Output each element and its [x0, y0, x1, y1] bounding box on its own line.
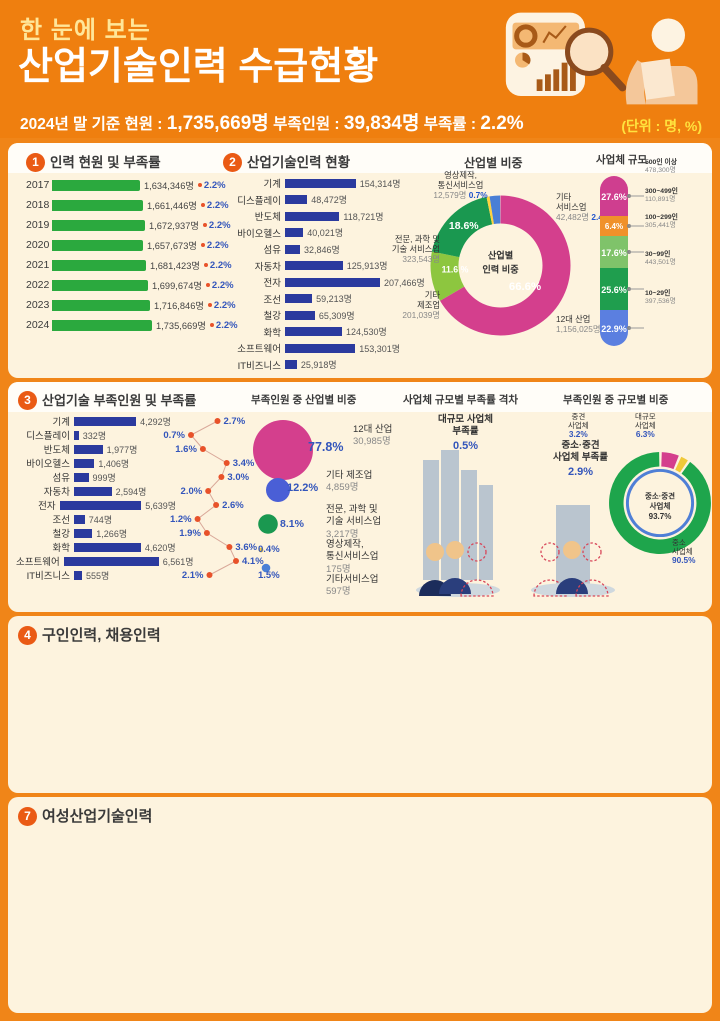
svg-text:2.6%: 2.6% — [222, 500, 244, 511]
svg-text:66.6%: 66.6% — [509, 281, 541, 293]
svg-text:1.6%: 1.6% — [175, 444, 197, 455]
svg-text:6.4%: 6.4% — [605, 222, 623, 231]
svg-text:0.7%: 0.7% — [163, 430, 185, 441]
svg-text:18.6%: 18.6% — [449, 220, 479, 232]
svg-text:2.7%: 2.7% — [224, 416, 246, 427]
svg-text:1.2%: 1.2% — [170, 514, 192, 525]
svg-text:2.0%: 2.0% — [181, 486, 203, 497]
svg-text:중소·중견: 중소·중견 — [645, 491, 675, 501]
svg-text:93.7%: 93.7% — [649, 512, 672, 521]
svg-text:11.6 %: 11.6 % — [442, 265, 469, 275]
svg-text:17.6%: 17.6% — [601, 248, 627, 258]
svg-text:27.6%: 27.6% — [601, 192, 627, 202]
svg-text:사업체: 사업체 — [650, 500, 671, 510]
svg-text:인력 비중: 인력 비중 — [482, 264, 519, 275]
svg-text:25.6%: 25.6% — [601, 285, 627, 295]
svg-text:2.1%: 2.1% — [182, 570, 204, 581]
svg-text:3.0%: 3.0% — [227, 472, 249, 483]
svg-text:산업별: 산업별 — [488, 250, 513, 261]
svg-text:22.9%: 22.9% — [601, 324, 627, 334]
svg-text:1.9%: 1.9% — [179, 528, 201, 539]
